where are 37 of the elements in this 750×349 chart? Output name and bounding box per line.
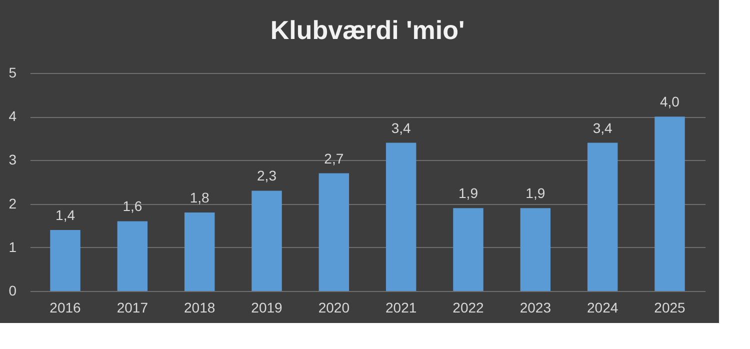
bar (386, 142, 416, 291)
x-tick-label: 2023 (520, 300, 552, 316)
bar (252, 190, 282, 291)
data-label: 1,4 (56, 206, 76, 223)
data-label: 1,6 (122, 198, 142, 214)
y-tick-label: 3 (8, 152, 17, 168)
y-tick-label: 1 (8, 238, 17, 255)
x-tick-label: 2019 (251, 300, 283, 316)
y-tick-label: 5 (8, 64, 17, 80)
y-tick-label: 4 (8, 108, 17, 124)
y-tick-label: 2 (8, 195, 17, 212)
data-label: 1,9 (458, 185, 478, 202)
data-label: 3,4 (592, 120, 613, 136)
x-tick-label: 2016 (50, 300, 82, 316)
bar (520, 208, 551, 291)
data-label: 1,8 (190, 190, 210, 206)
x-tick-label: 2022 (452, 300, 484, 316)
x-tick-label: 2017 (116, 300, 148, 316)
data-label: 4,0 (660, 94, 680, 110)
bar (184, 212, 215, 291)
bar (318, 173, 350, 291)
x-tick-label: 2021 (386, 300, 417, 316)
y-tick-label: 0 (8, 282, 17, 298)
data-label: 3,4 (391, 120, 412, 136)
bar (117, 221, 148, 291)
data-label: 1,9 (526, 185, 546, 202)
x-tick-label: 2025 (654, 300, 686, 316)
chart-title: Klubværdi 'mio' (270, 15, 465, 45)
data-label: 2,3 (257, 168, 277, 184)
data-label: 2,7 (324, 150, 344, 166)
bar (453, 208, 484, 291)
bar (50, 230, 80, 291)
x-tick-label: 2020 (318, 300, 350, 316)
bar (654, 116, 685, 291)
x-tick-label: 2018 (184, 300, 216, 316)
bar (587, 142, 618, 291)
x-tick-label: 2024 (586, 300, 618, 316)
